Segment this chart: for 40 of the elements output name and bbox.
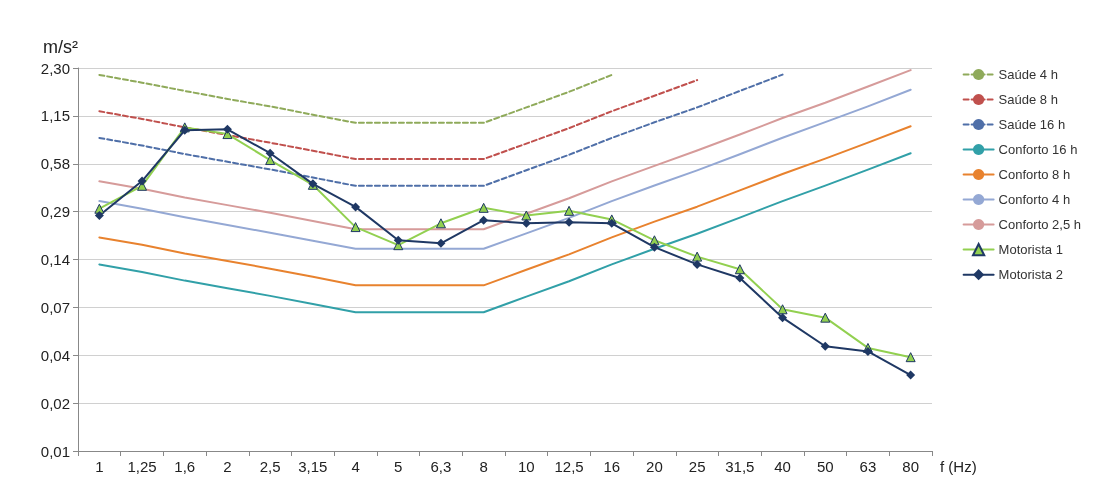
x-tick-label: 6,3	[430, 458, 452, 475]
x-tick-label: 2,5	[259, 458, 281, 475]
x-tick-label: 12,5	[554, 458, 584, 475]
x-tick-label: 8	[479, 458, 488, 475]
legend-label: Conforto 16 h	[998, 142, 1078, 157]
x-tick-label: 1,25	[127, 458, 157, 475]
legend-label: Saúde 4 h	[998, 67, 1058, 82]
y-tick-label: 0,14	[40, 250, 70, 268]
x-tick-label: 31,5	[725, 458, 755, 475]
legend-label: Conforto 4 h	[998, 192, 1071, 207]
legend-label: Saúde 16 h	[998, 117, 1066, 132]
x-tick-label: 2	[223, 458, 232, 475]
y-tick-label: 0,07	[40, 298, 70, 316]
x-tick-label: 63	[859, 458, 877, 475]
y-tick-label: 2,30	[40, 59, 70, 77]
y-tick-label: 0,29	[40, 203, 70, 221]
legend-label: Saúde 8 h	[998, 92, 1058, 107]
x-tick-label: 40	[774, 458, 791, 475]
legend-label: Conforto 2,5 h	[998, 217, 1081, 232]
x-tick-label: 10	[518, 458, 535, 475]
x-tick-label: 1	[95, 458, 104, 475]
x-tick-label: 5	[394, 458, 403, 475]
x-tick-label: 4	[351, 458, 360, 475]
y-axis-title: m/s²	[43, 37, 78, 57]
x-tick-label: 3,15	[298, 458, 328, 475]
x-tick-label: 20	[646, 458, 663, 475]
y-tick-label: 0,58	[40, 155, 70, 173]
legend-label: Conforto 8 h	[998, 167, 1071, 182]
y-tick-label: 1,15	[40, 107, 70, 125]
y-tick-label: 0,02	[40, 394, 70, 412]
x-tick-label: 50	[816, 458, 834, 475]
y-tick-label: 0,04	[40, 346, 70, 364]
x-axis-title: f (Hz)	[940, 458, 977, 475]
x-tick-label: 25	[688, 458, 706, 475]
x-tick-label: 80	[902, 458, 919, 475]
legend-label: Motorista 2	[998, 267, 1063, 283]
y-tick-label: 0,01	[40, 442, 70, 460]
x-tick-label: 1,6	[174, 458, 196, 475]
x-tick-label: 16	[603, 458, 621, 475]
legend-label: Motorista 1	[998, 242, 1063, 258]
